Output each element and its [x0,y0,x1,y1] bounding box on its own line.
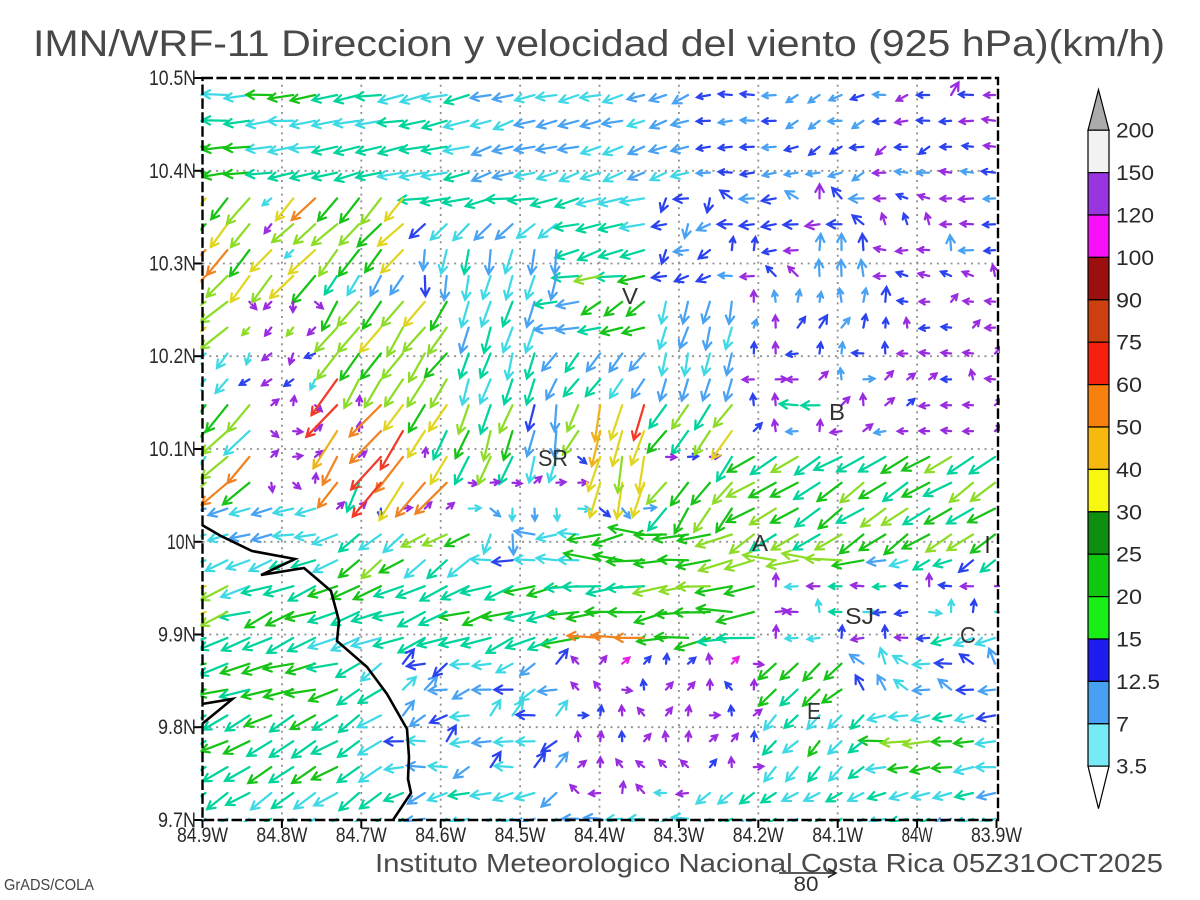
svg-text:84.4W: 84.4W [574,824,625,847]
svg-text:84.5W: 84.5W [495,824,546,847]
svg-text:120: 120 [1116,205,1154,228]
svg-text:75: 75 [1116,332,1142,355]
svg-text:C: C [960,622,976,648]
svg-text:25: 25 [1116,544,1142,567]
svg-text:80: 80 [794,873,819,896]
svg-text:20: 20 [1116,586,1142,609]
svg-text:10.4N: 10.4N [149,160,196,183]
svg-text:84.1W: 84.1W [812,824,863,847]
svg-text:E: E [807,698,821,724]
svg-text:10.3N: 10.3N [149,253,196,276]
svg-text:12.5: 12.5 [1116,671,1160,694]
svg-text:100: 100 [1116,247,1154,270]
svg-text:10N: 10N [167,531,196,554]
svg-text:60: 60 [1116,374,1142,397]
svg-text:84.6W: 84.6W [415,824,466,847]
svg-text:90: 90 [1116,289,1142,312]
svg-text:3.5: 3.5 [1116,756,1147,779]
svg-text:84.3W: 84.3W [653,824,704,847]
svg-text:B: B [829,399,845,425]
svg-text:9.8N: 9.8N [158,716,196,739]
svg-text:84W: 84W [902,824,933,847]
svg-text:30: 30 [1116,501,1142,524]
svg-text:150: 150 [1116,162,1154,185]
svg-text:9.9N: 9.9N [158,624,196,647]
svg-text:83.9W: 83.9W [971,824,1022,847]
svg-text:84.2W: 84.2W [733,824,784,847]
svg-text:40: 40 [1116,459,1142,482]
svg-text:9.7N: 9.7N [158,809,196,832]
svg-text:GrADS/COLA: GrADS/COLA [4,877,95,894]
svg-text:7: 7 [1116,713,1129,736]
svg-text:IMN/WRF-11 Direccion y velocid: IMN/WRF-11 Direccion y velocidad del vie… [33,23,1165,64]
svg-text:50: 50 [1116,417,1142,440]
svg-text:10.2N: 10.2N [149,345,196,368]
svg-text:200: 200 [1116,120,1154,143]
svg-text:84.7W: 84.7W [336,824,387,847]
svg-text:10.5N: 10.5N [149,67,196,90]
svg-text:SJ: SJ [845,603,874,629]
svg-text:SR: SR [538,445,568,471]
svg-text:15: 15 [1116,629,1142,652]
svg-text:Instituto Meteorologico Nacion: Instituto Meteorologico Nacional Costa R… [375,848,1163,878]
svg-text:A: A [752,530,769,556]
svg-text:84.8W: 84.8W [256,824,307,847]
svg-text:84.9W: 84.9W [177,824,228,847]
svg-text:10.1N: 10.1N [149,438,196,461]
svg-text:V: V [622,283,639,309]
